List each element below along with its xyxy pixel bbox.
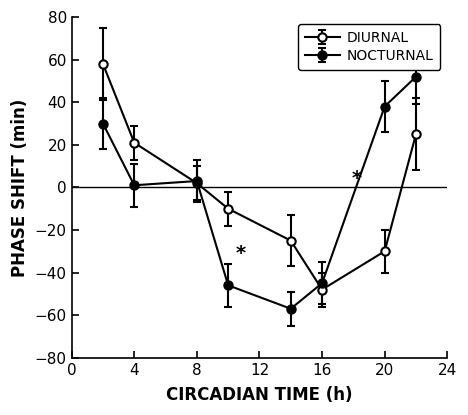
Y-axis label: PHASE SHIFT (min): PHASE SHIFT (min): [11, 98, 29, 276]
Text: *: *: [351, 169, 362, 188]
X-axis label: CIRCADIAN TIME (h): CIRCADIAN TIME (h): [166, 386, 353, 404]
Text: *: *: [235, 244, 246, 263]
Legend: DIURNAL, NOCTURNAL: DIURNAL, NOCTURNAL: [298, 24, 440, 70]
